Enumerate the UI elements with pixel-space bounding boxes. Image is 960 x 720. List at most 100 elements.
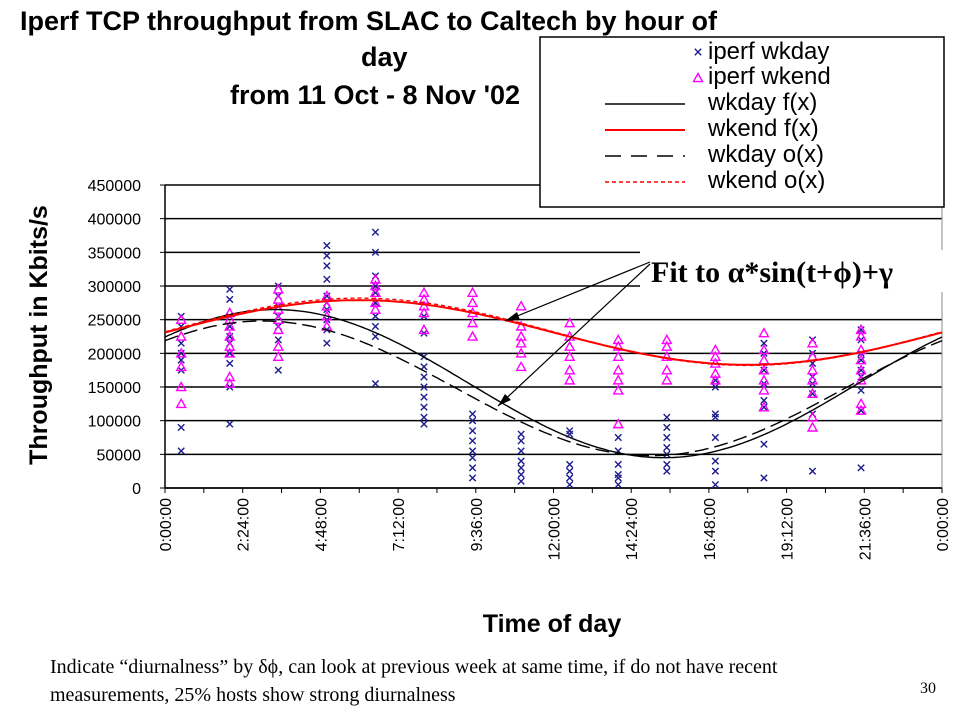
series-iperf-wkend — [175, 273, 867, 432]
wkday-point — [857, 406, 865, 415]
wkend-ox-curve — [164, 297, 943, 367]
y-tick-label: 0 — [132, 481, 141, 498]
wkday-point — [517, 470, 525, 479]
wkend-point — [175, 347, 187, 358]
wkday-point — [760, 366, 768, 374]
wkday-point — [517, 430, 525, 438]
wkday-point — [323, 252, 331, 260]
wkend-point — [563, 350, 576, 361]
wkday-point — [226, 295, 234, 304]
wkday-point — [663, 443, 671, 452]
wkend-point — [369, 273, 382, 284]
wkday-point — [468, 427, 477, 435]
wkday-point — [420, 383, 428, 391]
wkday-point — [323, 275, 331, 283]
wkend-point — [661, 374, 673, 385]
wkend-point — [175, 381, 187, 392]
x-tick-label: 7:12:00 — [391, 498, 408, 551]
wkend-point — [466, 317, 479, 328]
y-tick-label: 200000 — [88, 346, 141, 363]
wkday-fx-curve — [164, 308, 943, 459]
wkend-point — [855, 404, 867, 415]
y-tick-label: 150000 — [88, 380, 141, 397]
wkend-point — [175, 360, 187, 372]
wkend-point — [321, 290, 333, 301]
x-axis-ticks: 0:00:00 2:24:00 4:48:00 7:12:00 9:36:00 12:00… — [158, 488, 952, 560]
wkend-point — [272, 283, 285, 294]
y-tick-label: 400000 — [88, 212, 141, 229]
legend-label-iperf-wkend: iperf wkend — [708, 63, 831, 90]
wkend-point — [563, 374, 576, 385]
wkday-point — [808, 390, 817, 398]
wkend-point — [855, 397, 867, 409]
wkend-point — [612, 350, 624, 361]
wkday-point — [857, 326, 865, 334]
wkday-point — [371, 312, 380, 320]
annotation-arrow-wkend — [504, 261, 651, 322]
wkday-point — [760, 403, 768, 411]
wkend-point — [515, 300, 527, 311]
wkend-point — [272, 323, 285, 335]
wkday-point — [420, 403, 428, 411]
wkday-point — [663, 467, 671, 475]
wkday-point — [177, 349, 185, 358]
legend-keys — [605, 48, 704, 183]
wkday-point — [711, 376, 720, 384]
wkend-point — [369, 280, 382, 291]
wkday-point — [468, 437, 477, 445]
legend-key-iperf-wkend — [692, 72, 704, 83]
legend-label-wkend-fx: wkend f(x) — [707, 115, 819, 142]
wkday-point — [226, 349, 234, 358]
wkday-point — [177, 356, 185, 364]
x-tick-label: 21:36:00 — [857, 498, 874, 560]
wkday-point — [468, 410, 477, 418]
annotation-arrowhead-wkday — [498, 394, 511, 406]
wkday-point — [274, 336, 283, 344]
x-tick-label: 19:12:00 — [780, 498, 797, 560]
wkend-point — [758, 327, 770, 338]
wkend-point — [855, 344, 867, 355]
legend-label-wkday-ox: wkday o(x) — [707, 141, 824, 168]
wkend-point — [806, 387, 819, 399]
wkend-point — [612, 364, 624, 375]
y-tick-label: 250000 — [88, 313, 141, 330]
wkday-point — [663, 433, 671, 442]
wkend-point — [612, 384, 624, 395]
wkend-point — [806, 337, 819, 348]
wkend-point — [272, 340, 285, 351]
wkend-point — [709, 344, 722, 355]
wkday-point — [468, 447, 477, 455]
wkday-point — [614, 480, 622, 489]
wkday-point — [565, 427, 574, 435]
wkday-point — [614, 460, 622, 469]
wkend-point — [661, 333, 673, 345]
wkend-point — [272, 313, 285, 324]
wkend-point — [224, 377, 236, 388]
plot-background — [165, 185, 942, 488]
wkday-point — [371, 322, 380, 331]
slide-caption: Indicate “diurnalness” by δϕ, can look a… — [50, 656, 778, 706]
wkend-point — [224, 370, 236, 382]
wkend-point — [418, 306, 430, 318]
wkday-point — [323, 292, 331, 300]
wkend-point — [369, 303, 382, 314]
wkday-point — [177, 447, 185, 455]
wkend-point — [563, 317, 576, 328]
wkend-point — [806, 421, 819, 432]
wkend-point — [758, 374, 770, 385]
fit-annotation: Fit to α*sin(t+ϕ)+γ — [651, 256, 893, 289]
x-tick-label: 2:24:00 — [236, 498, 253, 551]
wkday-point — [274, 366, 283, 374]
wkday-point — [614, 433, 622, 442]
wkday-point — [857, 356, 865, 364]
wkend-point — [418, 323, 430, 335]
wkend-point — [369, 286, 382, 298]
wkday-point — [663, 413, 671, 421]
wkday-point — [760, 339, 768, 347]
wkend-point — [661, 350, 673, 361]
wkday-point — [857, 366, 865, 374]
wkend-point — [855, 330, 867, 341]
wkend-point — [224, 340, 236, 351]
chart-title-line-2: day — [361, 42, 408, 72]
annotation-background — [640, 250, 948, 292]
